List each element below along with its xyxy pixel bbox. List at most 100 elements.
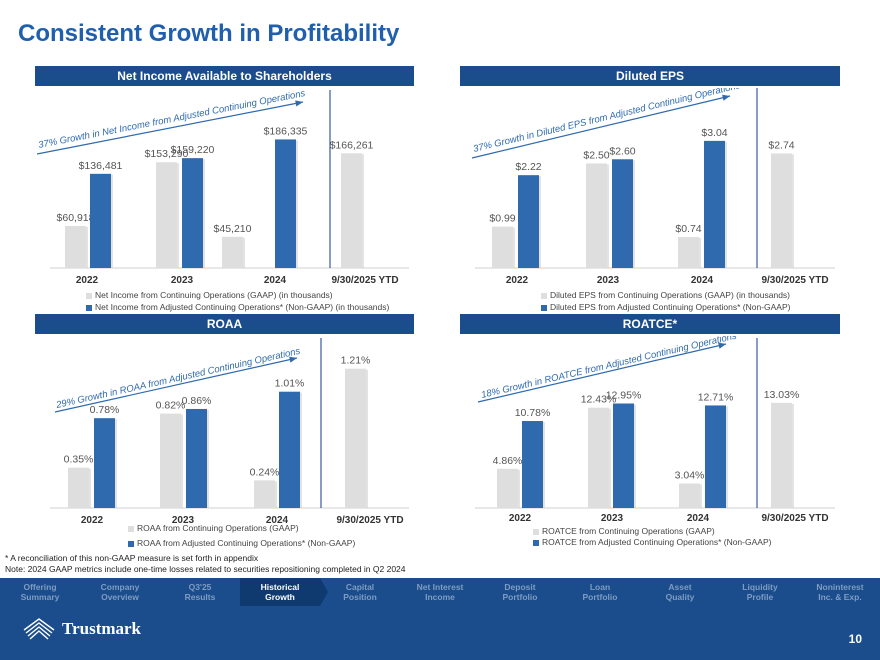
brand-name: Trustmark: [62, 619, 142, 638]
bar-adjusted-2022: [518, 175, 539, 268]
data-label: 1.21%: [341, 355, 371, 367]
bar-gaap-2024: [679, 483, 700, 508]
footnotes: * A reconciliation of this non-GAAP meas…: [5, 553, 406, 575]
legend-adjusted: ROATCE from Adjusted Continuing Operatio…: [533, 537, 771, 547]
data-label: 0.82%: [156, 400, 186, 412]
category-tick-label: 9/30/2025 YTD: [761, 275, 828, 286]
bar-gaap-2022: [492, 226, 513, 268]
data-label: 12.43%: [581, 394, 617, 406]
data-label: $60,918: [57, 212, 95, 224]
legend-swatch-adjusted: [86, 304, 92, 311]
growth-arrow-line: [36, 101, 304, 155]
bar-adjusted-2022: [94, 418, 115, 508]
category-tick-label: 2024: [266, 515, 289, 526]
diluted-eps-chart: $0.99 $2.22 2022 $2.50 $2.60 2023 $0.74 $3.04 20…: [460, 88, 840, 288]
data-label: 12.95%: [606, 390, 642, 402]
growth-arrow-head-icon: [718, 342, 726, 349]
data-label: 13.03%: [764, 389, 800, 401]
section-nav: Offering Summary Company Overview Q3'25 Resul…: [0, 578, 880, 606]
data-label: 1.01%: [275, 378, 305, 390]
bar-gaap-2023: [586, 163, 607, 268]
bar-adjusted-2023: [612, 159, 633, 268]
legend-swatch-adjusted: [128, 540, 134, 547]
data-label: $0.74: [675, 223, 701, 235]
bar-gaap-2023: [588, 407, 609, 508]
growth-annotation: 37% Growth in Net Income from Adjusted C…: [37, 88, 306, 151]
legend-swatch-gaap: [128, 525, 134, 532]
nav-tab-historical-growth[interactable]: Historical Growth: [240, 578, 320, 606]
bar-gaap-2024: [222, 236, 243, 268]
bar-adjusted-2024: [705, 405, 726, 508]
nav-tab-deposit-portfolio[interactable]: Deposit Portfolio: [502, 582, 538, 602]
nav-tab-asset-quality[interactable]: Asset Quality: [665, 582, 695, 602]
category-tick-label: 2023: [601, 513, 624, 524]
bar-gaap-9-30-2025-ytd: [771, 402, 792, 508]
nav-tab-offering-summary[interactable]: Offering Summary: [20, 582, 60, 602]
growth-annotation: 37% Growth in Diluted EPS from Adjusted …: [472, 88, 741, 155]
nav-tab-capital-position[interactable]: Capital Position: [343, 582, 377, 602]
data-label: $0.99: [489, 213, 515, 225]
category-tick-label: 2024: [687, 513, 710, 524]
panel-header-net-income: Net Income Available to Shareholders: [35, 66, 414, 86]
data-label: $186,335: [264, 125, 308, 137]
bar-adjusted-2023: [182, 158, 203, 268]
bar-gaap-2023: [160, 413, 181, 508]
data-label: 10.78%: [515, 407, 551, 419]
data-label: 0.24%: [250, 466, 280, 478]
data-label: 0.35%: [64, 454, 94, 466]
data-label: 4.86%: [493, 455, 523, 467]
category-tick-label: 2024: [264, 275, 287, 286]
data-label: 0.86%: [182, 395, 212, 407]
data-label: 3.04%: [675, 469, 705, 481]
growth-arrow-line: [477, 343, 727, 403]
bar-gaap-9-30-2025-ytd: [341, 153, 362, 268]
bar-adjusted-2024: [279, 391, 300, 508]
category-tick-label: 9/30/2025 YTD: [331, 275, 398, 286]
data-label: 0.78%: [90, 404, 120, 416]
legend-gaap: Net Income from Continuing Operations (G…: [86, 290, 333, 300]
bar-gaap-2022: [68, 467, 89, 508]
category-tick-label: 2022: [76, 275, 99, 286]
bar-gaap-2024: [254, 480, 275, 508]
footnote-note: Note: 2024 GAAP metrics include one-time…: [5, 564, 406, 574]
bar-adjusted-2024: [704, 140, 725, 268]
category-tick-label: 2023: [172, 515, 195, 526]
category-tick-label: 2023: [597, 275, 620, 286]
category-tick-label: 2022: [81, 515, 104, 526]
bar-gaap-9-30-2025-ytd: [345, 368, 366, 508]
nav-tab-company-overview[interactable]: Company Overview: [100, 582, 140, 602]
page-number: 10: [848, 632, 862, 646]
legend-adjusted: Diluted EPS from Adjusted Continuing Ope…: [541, 302, 790, 312]
growth-arrow-line: [54, 357, 298, 413]
category-tick-label: 9/30/2025 YTD: [761, 513, 828, 524]
data-label: $2.50: [583, 149, 609, 161]
growth-arrow-head-icon: [295, 100, 303, 107]
nav-tab-loan-portfolio[interactable]: Loan Portfolio: [582, 582, 618, 602]
legend-gaap: ROATCE from Continuing Operations (GAAP): [533, 526, 715, 536]
legend-adjusted: Net Income from Adjusted Continuing Oper…: [86, 302, 389, 312]
roatce-chart: 4.86% 10.78% 2022 12.43% 12.95% 2023 3.04% 12.7…: [460, 336, 840, 526]
bar-gaap-2023: [156, 162, 177, 268]
page-title: Consistent Growth in Profitability: [18, 20, 400, 47]
data-label: $3.04: [701, 127, 727, 139]
active-tab-chevron: [320, 578, 328, 606]
panel-header-roaa: ROAA: [35, 314, 414, 334]
bar-gaap-2022: [65, 225, 86, 268]
nav-tab-liquidity-profile[interactable]: Liquidity Profile: [742, 582, 778, 602]
data-label: $45,210: [214, 223, 252, 235]
data-label: $153,290: [145, 148, 189, 160]
data-label: $166,261: [330, 139, 374, 151]
legend-adjusted: ROAA from Adjusted Continuing Operations…: [128, 538, 355, 548]
legend-swatch-gaap: [86, 292, 92, 299]
nav-tab-q3-25-results[interactable]: Q3'25 Results: [184, 582, 216, 602]
category-tick-label: 2023: [171, 275, 194, 286]
bar-adjusted-2024: [275, 139, 296, 268]
category-tick-label: 2022: [506, 275, 529, 286]
category-tick-label: 2022: [509, 513, 532, 524]
legend-swatch-adjusted: [533, 539, 539, 546]
bar-gaap-2022: [497, 468, 518, 508]
net-income-chart: $60,918 $136,481 2022 $153,290 $159,220 2023 $…: [35, 88, 414, 288]
nav-tab-noninterest-inc-exp[interactable]: Noninterest Inc. & Exp.: [816, 582, 864, 602]
growth-arrow-head-icon: [722, 94, 730, 101]
nav-tab-net-interest-income[interactable]: Net Interest Income: [416, 582, 464, 602]
